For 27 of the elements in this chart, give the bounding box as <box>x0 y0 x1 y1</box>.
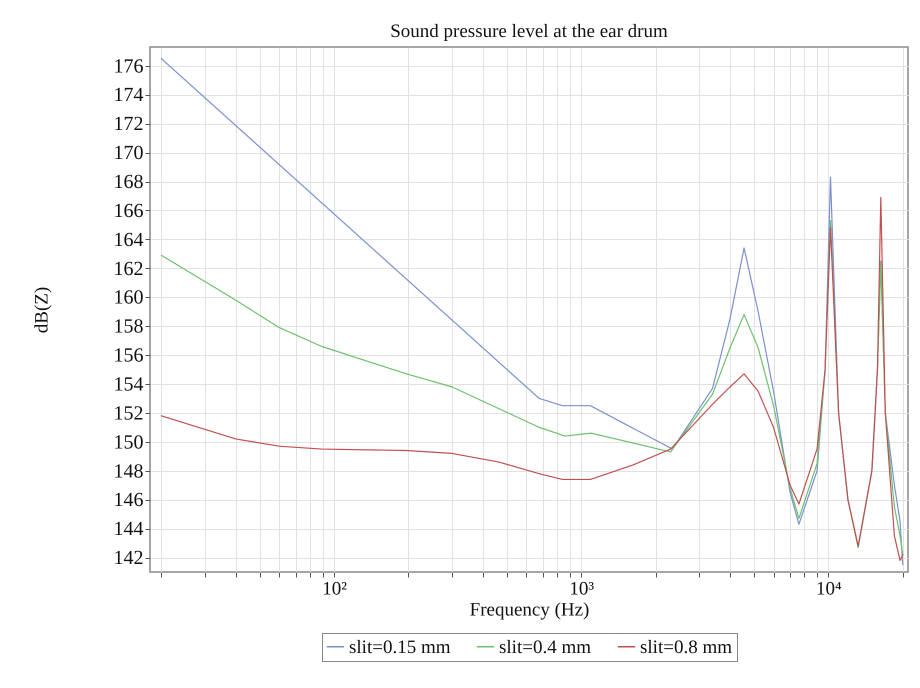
y-tick-label: 164 <box>114 228 144 251</box>
y-axis-title: dB(Z) <box>32 286 52 334</box>
y-tick-label: 150 <box>114 431 144 454</box>
x-tick-label: 10² <box>322 578 348 600</box>
y-tick-label: 146 <box>114 489 144 512</box>
y-tick-label: 172 <box>114 113 144 136</box>
y-tick-label: 170 <box>114 142 144 164</box>
x-tick-label: 10⁴ <box>816 578 842 600</box>
y-tick-label: 154 <box>114 373 144 396</box>
y-tick-label: 162 <box>114 258 144 280</box>
legend-label: slit=0.15 mm <box>349 636 451 658</box>
legend-label: slit=0.4 mm <box>499 636 592 658</box>
x-axis-title: Frequency (Hz) <box>470 600 590 620</box>
y-tick-label: 152 <box>114 402 144 424</box>
chart-title: Sound pressure level at the ear drum <box>390 21 668 42</box>
y-tick-label: 144 <box>114 518 144 540</box>
y-tick-label: 166 <box>114 200 144 222</box>
y-tick-label: 168 <box>114 171 144 194</box>
y-tick-label: 174 <box>114 84 144 106</box>
y-tick-label: 160 <box>114 286 144 309</box>
y-tick-label: 176 <box>114 55 144 78</box>
y-tick-label: 156 <box>114 344 144 367</box>
legend-label: slit=0.8 mm <box>640 636 732 658</box>
y-tick-label: 148 <box>114 460 144 482</box>
x-tick-label: 10³ <box>569 578 594 600</box>
y-tick-label: 142 <box>114 547 144 570</box>
y-tick-label: 158 <box>114 316 144 338</box>
